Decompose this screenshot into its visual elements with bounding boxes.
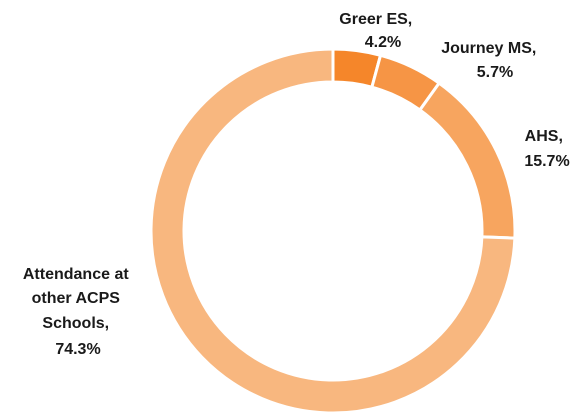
label-greer-es: Greer ES, 4.2% bbox=[339, 11, 416, 51]
donut-slice-2 bbox=[417, 81, 517, 240]
label-ahs-value: 15.7% bbox=[524, 153, 569, 170]
label-other-acps-line3: Schools, bbox=[42, 315, 109, 332]
label-other-acps: Attendance at other ACPS Schools, 74.3% bbox=[23, 266, 133, 358]
label-greer-es-value: 4.2% bbox=[365, 34, 401, 51]
label-ahs: AHS, 15.7% bbox=[524, 128, 569, 170]
label-ahs-name: AHS, bbox=[525, 128, 563, 145]
donut-slices bbox=[149, 47, 517, 415]
donut-slice-3 bbox=[149, 47, 517, 415]
label-other-acps-value: 74.3% bbox=[55, 341, 100, 358]
label-other-acps-line1: Attendance at bbox=[23, 266, 129, 283]
label-journey-ms-value: 5.7% bbox=[477, 64, 513, 81]
label-journey-ms: Journey MS, 5.7% bbox=[441, 40, 541, 81]
label-greer-es-name: Greer ES, bbox=[339, 11, 412, 28]
label-journey-ms-name: Journey MS, bbox=[441, 40, 536, 57]
label-other-acps-line2: other ACPS bbox=[32, 290, 121, 307]
